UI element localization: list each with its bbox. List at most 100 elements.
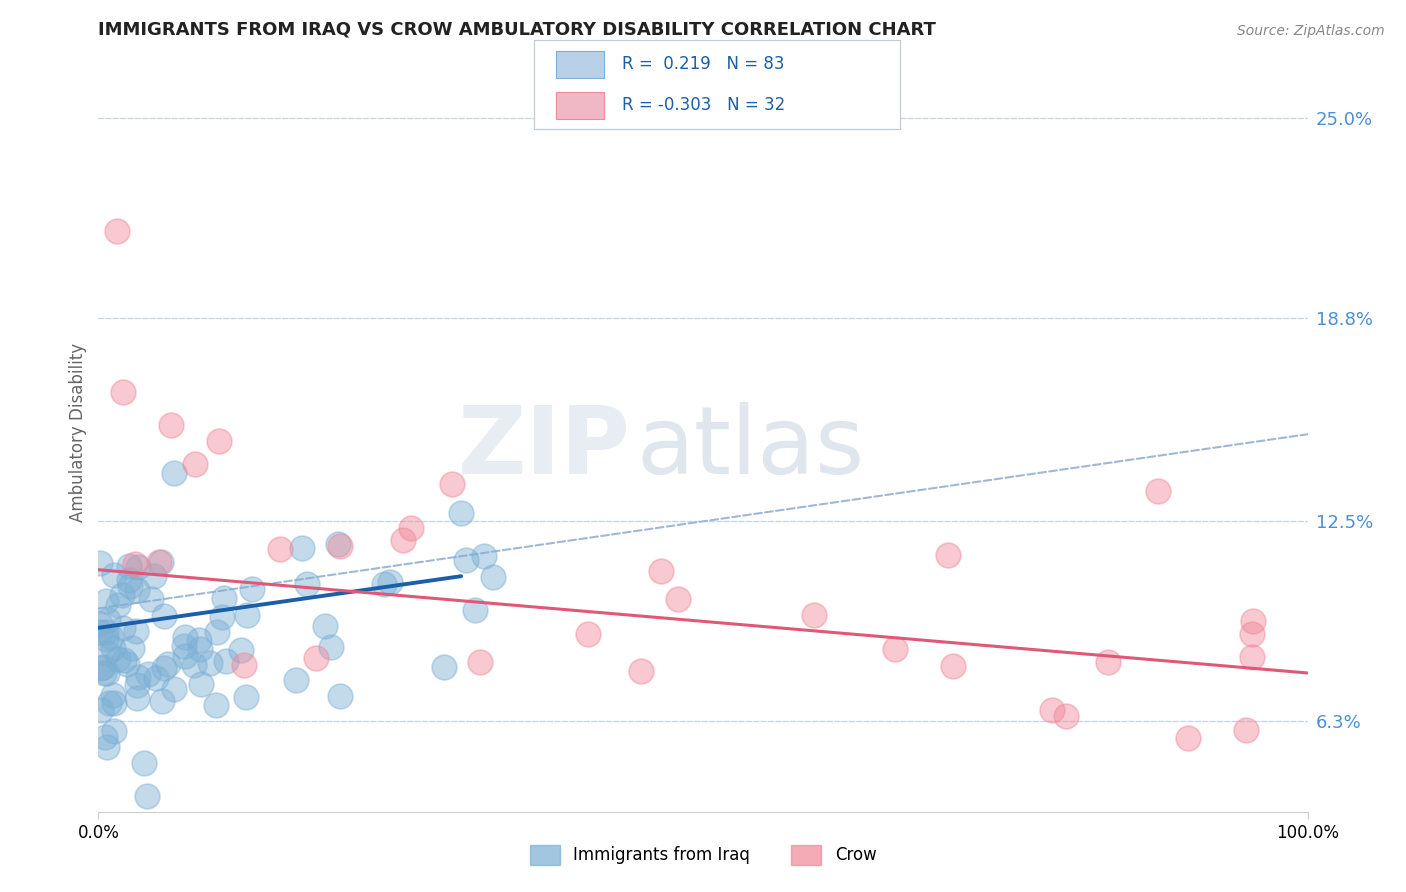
Point xyxy=(125,624,148,639)
Point xyxy=(1241,615,1264,629)
Point xyxy=(1147,484,1170,499)
Point xyxy=(329,689,352,703)
Point xyxy=(148,556,170,570)
Point xyxy=(118,558,141,573)
Point xyxy=(433,659,456,673)
Point xyxy=(205,624,228,639)
Point xyxy=(150,555,173,569)
Point xyxy=(107,598,129,612)
Point xyxy=(89,557,111,571)
Point xyxy=(285,673,308,688)
Point xyxy=(157,657,180,672)
Point xyxy=(100,630,122,644)
Point xyxy=(118,573,141,587)
Point xyxy=(143,569,166,583)
Point xyxy=(173,639,195,653)
Point xyxy=(232,658,254,673)
Point xyxy=(124,558,146,572)
Point xyxy=(211,610,233,624)
Point xyxy=(118,580,141,594)
Point xyxy=(107,651,129,665)
Point xyxy=(1177,731,1199,746)
Text: atlas: atlas xyxy=(637,401,865,494)
Point xyxy=(136,666,159,681)
Point xyxy=(111,385,134,400)
Point xyxy=(96,632,118,647)
Point xyxy=(174,630,197,644)
Point xyxy=(454,553,477,567)
Point xyxy=(103,724,125,739)
Point xyxy=(173,649,195,664)
Point xyxy=(450,506,472,520)
Point xyxy=(884,642,907,657)
Point xyxy=(125,691,148,706)
Point xyxy=(464,603,486,617)
Point xyxy=(94,594,117,608)
FancyBboxPatch shape xyxy=(557,92,603,119)
Point xyxy=(321,640,343,654)
Point xyxy=(576,627,599,641)
Point xyxy=(666,592,689,607)
Point xyxy=(314,619,336,633)
Point xyxy=(198,656,221,670)
Y-axis label: Ambulatory Disability: Ambulatory Disability xyxy=(69,343,87,522)
Point xyxy=(295,576,318,591)
Text: R =  0.219   N = 83: R = 0.219 N = 83 xyxy=(621,55,785,73)
Point xyxy=(93,665,115,680)
Text: IMMIGRANTS FROM IRAQ VS CROW AMBULATORY DISABILITY CORRELATION CHART: IMMIGRANTS FROM IRAQ VS CROW AMBULATORY … xyxy=(98,21,936,38)
Point xyxy=(163,681,186,696)
Point xyxy=(650,564,672,578)
Point xyxy=(1040,703,1063,717)
Point xyxy=(1240,649,1263,664)
Point xyxy=(942,659,965,673)
Point xyxy=(127,582,149,597)
Point xyxy=(204,698,226,712)
Point xyxy=(90,661,112,675)
Point xyxy=(183,658,205,673)
Point xyxy=(235,690,257,704)
Point xyxy=(136,789,159,803)
Point xyxy=(97,613,120,627)
Point xyxy=(97,696,120,710)
Point xyxy=(90,703,112,717)
Text: Source: ZipAtlas.com: Source: ZipAtlas.com xyxy=(1237,24,1385,38)
Point xyxy=(305,650,328,665)
Point xyxy=(936,548,959,562)
Point xyxy=(184,457,207,471)
Point xyxy=(188,642,211,657)
Point xyxy=(229,643,252,657)
Point xyxy=(91,660,114,674)
Point xyxy=(103,697,125,711)
Point xyxy=(291,541,314,556)
Point xyxy=(127,670,149,684)
Point xyxy=(468,655,491,669)
Text: R = -0.303   N = 32: R = -0.303 N = 32 xyxy=(621,96,786,114)
Point xyxy=(378,574,401,589)
Legend: Immigrants from Iraq, Crow: Immigrants from Iraq, Crow xyxy=(523,838,883,871)
Point xyxy=(139,591,162,606)
Point xyxy=(89,616,111,631)
Point xyxy=(326,537,349,551)
Point xyxy=(269,542,291,557)
Point xyxy=(121,640,143,655)
Point xyxy=(111,621,134,635)
Point xyxy=(399,521,422,535)
Point xyxy=(329,539,352,553)
Point xyxy=(208,434,231,448)
Point xyxy=(1234,723,1257,737)
Point xyxy=(112,653,135,667)
Point xyxy=(111,588,134,602)
Point xyxy=(373,577,395,591)
Point xyxy=(96,646,118,660)
Point xyxy=(160,417,183,432)
Point xyxy=(125,677,148,691)
Point xyxy=(1054,709,1077,723)
Point xyxy=(152,661,174,675)
Point xyxy=(89,624,111,639)
Point xyxy=(134,756,156,770)
Point xyxy=(190,677,212,691)
Point xyxy=(472,549,495,563)
Point xyxy=(127,559,149,574)
Point xyxy=(150,694,173,708)
Point xyxy=(145,671,167,685)
